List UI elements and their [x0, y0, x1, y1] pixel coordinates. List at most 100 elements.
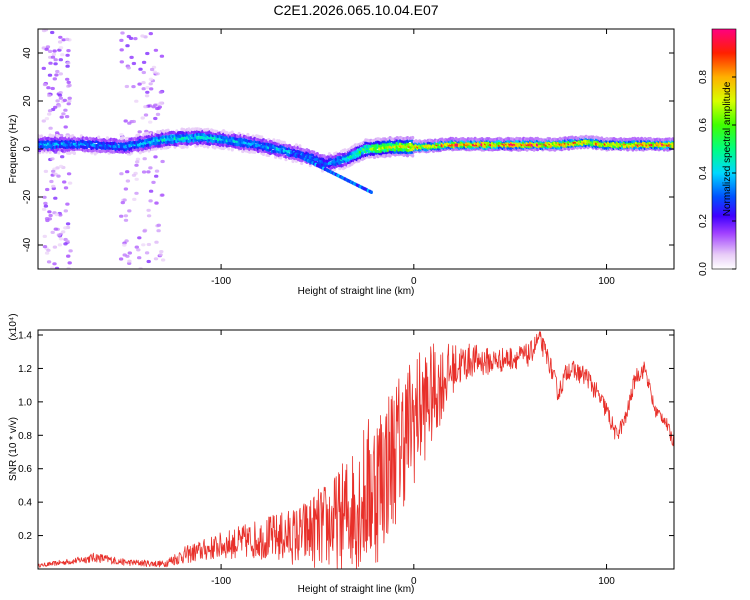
- speckle-cell: [41, 119, 46, 123]
- ridge-cell: [121, 136, 125, 140]
- speckle-cell: [126, 34, 131, 39]
- speckle-cell: [67, 261, 72, 265]
- speckle-cell: [120, 31, 125, 35]
- speckle-cell: [153, 155, 158, 159]
- y-tick-label: 20: [22, 95, 33, 107]
- speckle-cell: [155, 106, 160, 111]
- speckle-cell: [66, 61, 71, 65]
- y-tick-label: -20: [22, 189, 33, 204]
- speckle-cell: [144, 94, 150, 98]
- spectrogram-x-label: Height of straight line (km): [298, 286, 415, 297]
- speckle-cell: [62, 98, 67, 102]
- speckle-cell: [63, 209, 68, 213]
- speckle-cell: [58, 46, 64, 50]
- spectrogram-marks: [38, 29, 674, 269]
- y-tick-label: 0.8: [18, 431, 32, 442]
- speckle-cell: [131, 61, 137, 66]
- speckle-cell: [61, 230, 66, 234]
- speckle-cell: [156, 229, 161, 233]
- speckle-cell: [47, 109, 53, 113]
- speckle-cell: [53, 172, 58, 176]
- speckle-cell: [146, 214, 152, 218]
- speckle-cell: [50, 230, 55, 234]
- speckle-cell: [129, 55, 134, 60]
- speckle-cell: [56, 104, 62, 108]
- x-tick-label: 100: [598, 276, 615, 287]
- ridge-cell: [294, 143, 298, 147]
- speckle-cell: [53, 58, 58, 62]
- ridge-cell: [260, 135, 264, 139]
- speckle-cell: [45, 45, 51, 49]
- speckle-cell: [51, 52, 57, 57]
- speckle-cell: [44, 217, 50, 221]
- speckle-cell: [134, 163, 139, 167]
- spectrogram-y-label: Frequency (Hz): [8, 115, 19, 184]
- speckle-cell: [123, 214, 129, 218]
- y-tick-label: 0.6: [18, 464, 32, 475]
- ridge-cell: [57, 150, 61, 155]
- speckle-cell: [67, 181, 73, 185]
- speckle-cell: [118, 257, 124, 261]
- speckle-cell: [65, 239, 70, 243]
- speckle-cell: [134, 245, 139, 249]
- speckle-cell: [52, 262, 57, 266]
- speckle-cell: [153, 116, 158, 121]
- ridge-cell: [137, 133, 141, 137]
- speckle-cell: [60, 53, 65, 57]
- colorbar-tick-label: 0.0: [698, 262, 709, 276]
- spectrogram-panel: -100 0 100 -40 -20 0 20 40 Height of straight …: [8, 28, 675, 297]
- speckle-cell: [43, 201, 48, 205]
- snr-panel: -100 0 100 0.2 0.4 0.6 0.8 1.0 1.2 1.4 Height of…: [8, 313, 675, 595]
- speckle-cell: [122, 198, 127, 202]
- speckle-cell: [127, 259, 132, 263]
- speckle-cell: [141, 243, 146, 247]
- speckle-cell: [154, 174, 159, 178]
- speckle-cell: [152, 70, 157, 74]
- snr-x-ticks: -100 0 100: [211, 330, 615, 587]
- speckle-cell: [58, 72, 63, 76]
- ridge-cell: [147, 149, 151, 153]
- y-tick-label: 1.2: [18, 364, 32, 375]
- ridge-cell: [39, 134, 44, 138]
- speckle-cell: [148, 77, 154, 81]
- speckle-cell: [158, 101, 163, 105]
- speckle-cell: [133, 37, 138, 41]
- speckle-cell: [46, 86, 51, 90]
- speckle-cell: [137, 236, 142, 240]
- x-tick-label: 0: [411, 276, 417, 287]
- speckle-cell: [123, 218, 129, 222]
- speckle-cell: [119, 133, 124, 137]
- speckle-cell: [56, 233, 62, 237]
- speckle-cell: [53, 105, 58, 109]
- colorbar-gradient: [711, 28, 737, 270]
- ridge-cell: [671, 137, 674, 141]
- speckle-cell: [148, 189, 154, 193]
- speckle-cell: [122, 253, 127, 257]
- speckle-cell: [145, 90, 150, 94]
- speckle-cell: [54, 213, 59, 217]
- y-tick-label: -40: [22, 237, 33, 252]
- speckle-cell: [148, 31, 153, 36]
- speckle-cell: [65, 37, 70, 42]
- colorbar-tick-label: 0.8: [698, 70, 709, 84]
- ridge-cell: [246, 132, 250, 137]
- speckle-cell: [127, 121, 132, 125]
- ridge-cell: [230, 147, 234, 152]
- ridge-cell: [279, 155, 283, 160]
- speckle-cell: [119, 48, 124, 52]
- speckle-cell: [57, 48, 62, 52]
- speckle-cell: [158, 253, 163, 257]
- speckle-cell: [63, 242, 68, 246]
- speckle-cell: [48, 61, 53, 65]
- speckle-cell: [46, 248, 51, 252]
- ridge-cell: [291, 159, 295, 164]
- speckle-cell: [154, 240, 159, 244]
- ridge-cell: [227, 147, 231, 151]
- speckle-cell: [42, 83, 48, 87]
- speckle-cell: [123, 187, 129, 191]
- x-tick-label: 0: [411, 576, 417, 587]
- ridge-cell: [300, 161, 304, 165]
- speckle-cell: [65, 222, 71, 226]
- colorbar-tick-label: 0.2: [698, 214, 709, 228]
- speckle-cell: [134, 191, 139, 195]
